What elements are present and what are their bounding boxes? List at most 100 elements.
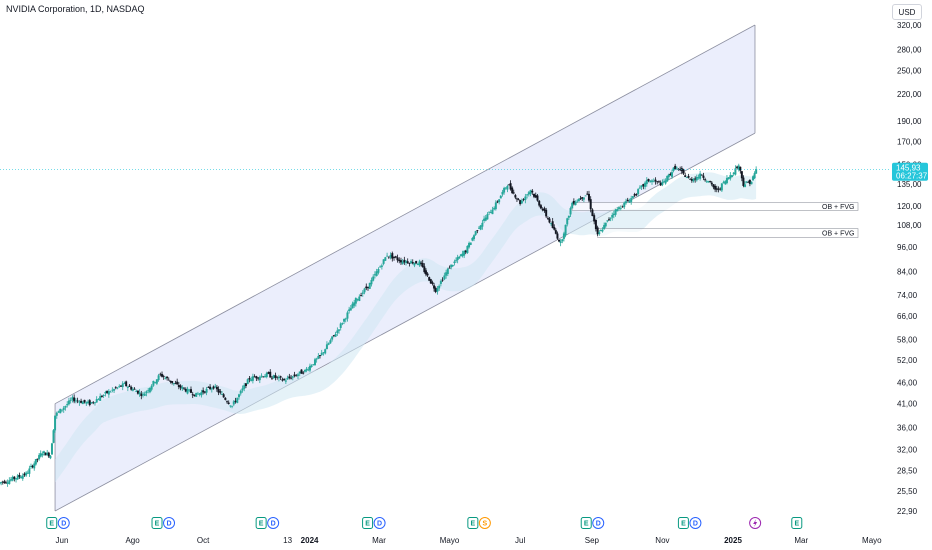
candle-body (682, 169, 685, 174)
candle-body (715, 188, 718, 190)
candle-body (732, 172, 735, 175)
candle-body (745, 181, 748, 183)
candle-body (66, 404, 69, 406)
candle-body (198, 393, 201, 395)
candle-body (496, 201, 499, 203)
candle-body (184, 388, 187, 392)
candle-body (46, 452, 49, 456)
price-tag-countdown: 06:27:37 (896, 172, 928, 181)
event-icon-E[interactable]: E (467, 517, 479, 529)
event-icon-D[interactable]: D (57, 517, 70, 529)
candle-body (692, 179, 695, 182)
candle-body (279, 376, 282, 378)
candle-body (161, 374, 164, 377)
candle-body (209, 386, 212, 390)
candle-body (217, 388, 220, 393)
candle-body (704, 179, 707, 181)
candle-body (143, 393, 146, 396)
candle-body (488, 211, 491, 213)
candle-body (380, 265, 383, 267)
event-icon-S[interactable]: S (478, 517, 491, 529)
channel-lower-line (54, 132, 756, 512)
x-axis-tick: 13 (283, 536, 292, 545)
candle-body (106, 390, 109, 394)
candle-body (621, 206, 624, 208)
event-icon-letter: E (471, 521, 476, 528)
candle-body (624, 201, 627, 204)
candle-body (729, 175, 732, 179)
candle-body (410, 261, 413, 264)
candle-body (740, 171, 743, 179)
candle-body (320, 352, 323, 355)
candle-body (645, 180, 648, 185)
candle-body (514, 195, 517, 198)
candle-body (42, 451, 45, 453)
candle-body (205, 388, 208, 393)
event-icon-letter: D (596, 521, 601, 528)
event-icon-letter: E (794, 521, 799, 528)
candle-body (456, 257, 459, 261)
candle-body (654, 179, 657, 182)
candle-body (499, 195, 502, 199)
candle-body (543, 208, 546, 211)
event-icon-ring (592, 517, 605, 529)
event-icon-E[interactable]: E (151, 517, 163, 529)
candle-body (283, 379, 286, 381)
event-icon-D[interactable]: D (689, 517, 702, 529)
candle-body (607, 219, 610, 221)
candle-body (539, 205, 542, 209)
candle-body (87, 401, 90, 403)
candle-body (566, 218, 569, 225)
candle-body (257, 377, 260, 379)
candle-body (54, 415, 57, 431)
candle-body (413, 262, 416, 266)
candle-body (363, 288, 366, 293)
event-icon-E[interactable]: E (580, 517, 592, 529)
currency-button[interactable]: USD (892, 4, 922, 20)
candle-body (589, 199, 592, 210)
event-icon-E[interactable]: E (46, 517, 58, 529)
candle-body (727, 177, 730, 180)
candle-body (418, 261, 421, 266)
candle-body (329, 340, 332, 344)
event-icon-D[interactable]: D (163, 517, 176, 529)
candle-body (476, 230, 479, 232)
candle-body (584, 195, 587, 197)
event-icon-E[interactable]: E (255, 517, 267, 529)
candle-body (664, 180, 667, 184)
candle-body (635, 194, 638, 195)
candle-body (393, 256, 396, 258)
candle-body (399, 260, 402, 263)
y-axis-tick: 74,00 (897, 291, 918, 300)
candle-body (596, 227, 599, 235)
candle-body (670, 172, 673, 177)
candle-body (133, 388, 136, 390)
candle-body (8, 480, 11, 485)
candle-body (15, 478, 18, 480)
candle-body (38, 455, 41, 460)
candle-body (725, 178, 728, 184)
candle-body (471, 238, 474, 241)
candle-body (214, 386, 217, 388)
candle-body (493, 207, 496, 210)
event-icon-D[interactable]: D (267, 517, 280, 529)
event-icon-lightning[interactable] (749, 517, 762, 529)
candle-body (559, 241, 562, 243)
candle-body (155, 379, 158, 384)
candle-body (303, 369, 306, 372)
candle-body (459, 254, 462, 256)
event-icon-D[interactable]: D (373, 517, 386, 529)
event-icon-E[interactable]: E (677, 517, 689, 529)
candle-body (29, 465, 32, 467)
candle-body (177, 385, 180, 387)
event-icon-box (677, 517, 689, 529)
event-icon-D[interactable]: D (592, 517, 605, 529)
event-icon-letter: D (271, 521, 276, 528)
candle-body (325, 344, 328, 350)
event-icon-E[interactable]: E (362, 517, 374, 529)
candle-body (674, 165, 677, 169)
candle-body (527, 192, 530, 195)
event-icon-E[interactable]: E (791, 517, 803, 529)
